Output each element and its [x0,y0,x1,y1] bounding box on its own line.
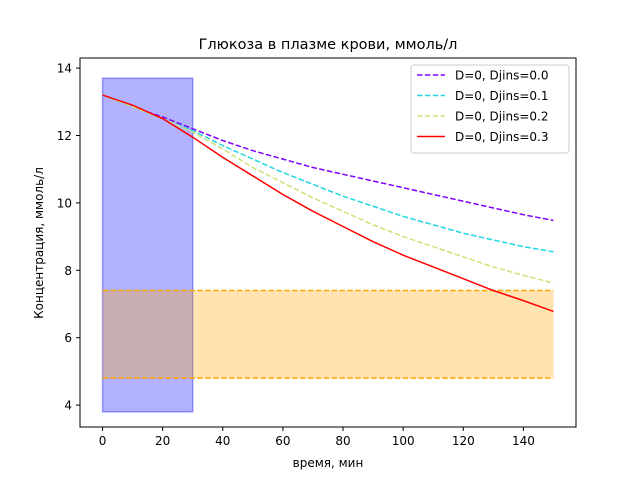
x-axis-label: время, мин [293,456,364,470]
legend-label-0: D=0, Djins=0.0 [455,69,548,83]
plot-frame [79,57,577,428]
legend-label-3: D=0, Djins=0.3 [455,130,548,144]
series-line-2 [102,94,554,284]
axes-layer [79,57,577,428]
y-tick-label-0: 4 [64,399,72,413]
x-tick-label-5: 100 [392,434,415,448]
series-line-1 [102,94,554,253]
x-tick-label-0: 0 [99,434,107,448]
series-layer [102,94,554,313]
y-tick-label-3: 10 [57,196,72,210]
x-tick-label-7: 140 [512,434,535,448]
y-tick-label-2: 8 [64,264,72,278]
bands-layer [101,77,554,413]
x-tick-label-1: 20 [155,434,170,448]
legend-label-2: D=0, Djins=0.2 [455,110,548,124]
x-tick-label-6: 120 [452,434,475,448]
series-line-3 [102,94,554,313]
series-line-0 [102,94,554,222]
legend: D=0, Djins=0.0 D=0, Djins=0.1 D=0, Djins=0… [410,64,570,154]
y-tick-label-4: 12 [57,129,72,143]
ticks-layer: 0 20 40 60 80 100 120 140 4 6 8 10 12 14 [57,62,535,448]
y-tick-label-1: 6 [64,331,72,345]
chart-title: Глюкоза в плазме крови, ммоль/л [199,37,458,53]
x-tick-label-3: 60 [275,434,290,448]
legend-label-1: D=0, Djins=0.1 [455,89,548,103]
band-edge-0 [101,77,194,413]
legend-box [410,64,570,154]
band-fill-1 [102,290,554,379]
x-tick-label-4: 80 [335,434,350,448]
band-fill-0 [102,78,193,412]
y-axis-label: Концентрация, ммоль/л [32,167,46,319]
y-tick-label-5: 14 [57,62,72,76]
x-tick-label-2: 40 [215,434,230,448]
